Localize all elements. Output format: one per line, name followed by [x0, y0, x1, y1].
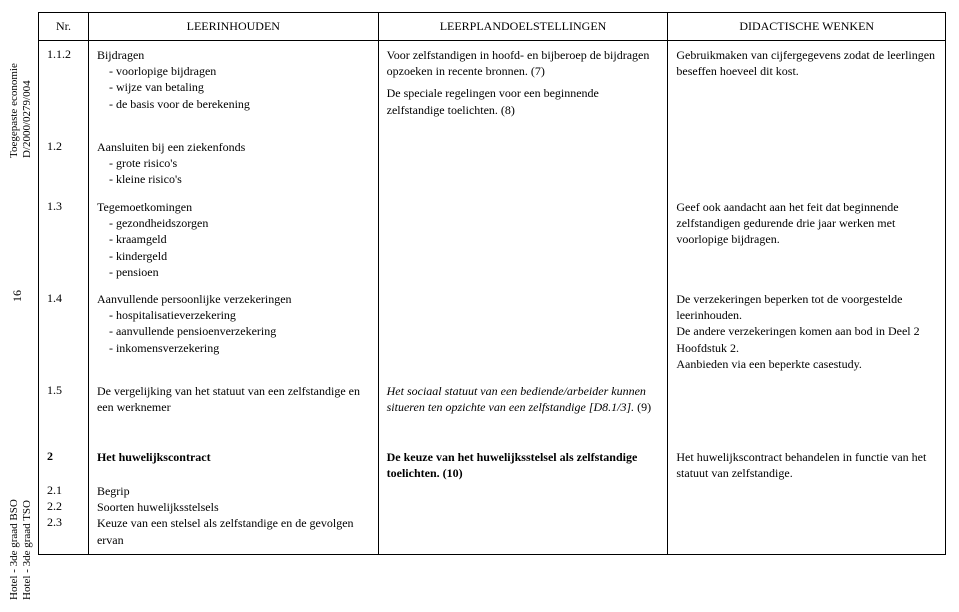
li-block-2: Het huwelijkscontract — [97, 449, 370, 473]
li-2-2: Soorten huwelijksstelsels — [97, 499, 370, 515]
li-block-1-2: Aansluiten bij een ziekenfonds - grote r… — [97, 139, 370, 189]
dw-block-1-4: De verzekeringen beperken tot de voorges… — [676, 291, 937, 373]
cell-wenken: Gebruikmaken van cijfergegevens zodat de… — [668, 41, 946, 555]
table-body-row: 1.1.2 1.2 1.3 1.4 1.5 2 2.1 2.2 2.3 — [39, 41, 946, 555]
dw-1-3: Geef ook aandacht aan het feit dat begin… — [676, 199, 937, 248]
lp-1-1-2-p1: Voor zelfstandigen in hoofd- en bijberoe… — [387, 47, 660, 79]
col-header-leerinhouden: LEERINHOUDEN — [88, 13, 378, 41]
dw-1-4-p2: De andere verzekeringen komen aan bod in… — [676, 323, 937, 355]
li-title-2: Het huwelijkscontract — [97, 450, 211, 464]
nr-2-2: 2.2 — [47, 499, 80, 515]
curriculum-table: Nr. LEERINHOUDEN LEERPLANDOELSTELLINGEN … — [38, 12, 946, 555]
li-b-2: - wijze van betaling — [97, 79, 370, 95]
li-1-4-b3: - inkomensverzekering — [97, 340, 370, 356]
li-1-3-b4: - pensioen — [97, 264, 370, 280]
dw-1-1-2: Gebruikmaken van cijfergegevens zodat de… — [676, 47, 937, 79]
nr-1-3: 1.3 — [47, 199, 80, 281]
dw-block-1-3: Geef ook aandacht aan het feit dat begin… — [676, 199, 937, 281]
li-title-1-5: De vergelijking van het statuut van een … — [97, 383, 370, 415]
side-top-line1: Toegepaste economie — [8, 63, 20, 158]
li-block-1-3: Tegemoetkomingen - gezondheidszorgen - k… — [97, 199, 370, 281]
li-1-3-b1: - gezondheidszorgen — [97, 215, 370, 231]
side-label-top: Toegepaste economie D/2000/0279/004 — [8, 18, 34, 158]
dw-1-4-p3: Aanbieden via een beperkte casestudy. — [676, 356, 937, 372]
li-1-2-b1: - grote risico's — [97, 155, 370, 171]
side-top-line2: D/2000/0279/004 — [21, 80, 33, 158]
dw-block-2: Het huwelijkscontract behandelen in func… — [676, 449, 937, 481]
cell-leerplandoel: Voor zelfstandigen in hoofd- en bijberoe… — [378, 41, 668, 555]
cell-nr: 1.1.2 1.2 1.3 1.4 1.5 2 2.1 2.2 2.3 — [39, 41, 89, 555]
nr-2: 2 — [47, 449, 53, 463]
cell-leerinhouden: Bijdragen - voorlopige bijdragen - wijze… — [88, 41, 378, 555]
li-1-4-b2: - aanvullende pensioenverzekering — [97, 323, 370, 339]
page: Toegepaste economie D/2000/0279/004 16 H… — [0, 0, 959, 612]
nr-1-2: 1.2 — [47, 139, 80, 189]
li-1-3-b3: - kindergeld — [97, 248, 370, 264]
lp-2-suffix: (10) — [440, 466, 463, 480]
dw-block-1-1-2: Gebruikmaken van cijfergegevens zodat de… — [676, 47, 937, 129]
lp-block-1-2 — [387, 139, 660, 189]
lp-block-1-5: Het sociaal statuut van een bediende/arb… — [387, 383, 660, 439]
nr-1-1-2: 1.1.2 — [47, 47, 80, 129]
li-block-1-4: Aanvullende persoonlijke verzekeringen -… — [97, 291, 370, 373]
col-header-leerplandoel: LEERPLANDOELSTELLINGEN — [378, 13, 668, 41]
lp-1-5-suffix: (9) — [634, 400, 651, 414]
dw-block-1-2 — [676, 139, 937, 189]
side-bottom-line2: Hotel - 3de graad TSO — [21, 500, 33, 600]
li-title-1-1-2: Bijdragen — [97, 47, 370, 63]
side-bottom-line1: Hotel - 3de graad BSO — [8, 499, 20, 600]
table-header-row: Nr. LEERINHOUDEN LEERPLANDOELSTELLINGEN … — [39, 13, 946, 41]
nr-1-4: 1.4 — [47, 291, 80, 373]
dw-1-4-p1: De verzekeringen beperken tot de voorges… — [676, 291, 937, 323]
li-block-1-5: De vergelijking van het statuut van een … — [97, 383, 370, 439]
lp-block-1-1-2: Voor zelfstandigen in hoofd- en bijberoe… — [387, 47, 660, 129]
li-2-1: Begrip — [97, 483, 370, 499]
li-1-4-b1: - hospitalisatieverzekering — [97, 307, 370, 323]
nr-1-5: 1.5 — [47, 383, 80, 439]
li-1-2-b2: - kleine risico's — [97, 171, 370, 187]
li-title-1-3: Tegemoetkomingen — [97, 199, 370, 215]
li-title-1-4: Aanvullende persoonlijke verzekeringen — [97, 291, 370, 307]
li-title-1-2: Aansluiten bij een ziekenfonds — [97, 139, 370, 155]
li-2-3: Keuze van een stelsel als zelfstandige e… — [97, 515, 370, 547]
nr-2-1: 2.1 — [47, 483, 80, 499]
col-header-nr: Nr. — [39, 13, 89, 41]
dw-block-1-5 — [676, 383, 937, 439]
nr-2-3: 2.3 — [47, 515, 80, 531]
li-b-1: - voorlopige bijdragen — [97, 63, 370, 79]
li-b-3: - de basis voor de berekening — [97, 96, 370, 112]
page-number: 16 — [10, 290, 25, 302]
li-1-3-b2: - kraamgeld — [97, 231, 370, 247]
col-header-wenken: DIDACTISCHE WENKEN — [668, 13, 946, 41]
lp-1-1-2-p2: De speciale regelingen voor een beginnen… — [387, 85, 660, 117]
lp-2-bold: De keuze van het huwelijksstelsel als ze… — [387, 450, 638, 480]
lp-block-1-3 — [387, 199, 660, 281]
lp-1-5-italic: Het sociaal statuut van een bediende/arb… — [387, 384, 646, 414]
side-label-bottom: Hotel - 3de graad BSO Hotel - 3de graad … — [8, 450, 34, 600]
lp-block-1-4 — [387, 291, 660, 373]
li-block-1-1-2: Bijdragen - voorlopige bijdragen - wijze… — [97, 47, 370, 129]
lp-block-2: De keuze van het huwelijksstelsel als ze… — [387, 449, 660, 481]
dw-2: Het huwelijkscontract behandelen in func… — [676, 449, 937, 481]
